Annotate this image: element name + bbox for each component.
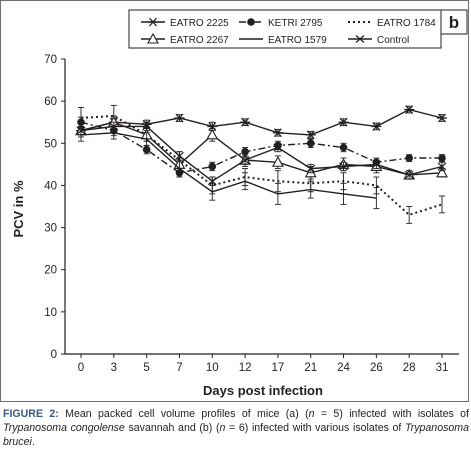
y-tick-label: 70: [44, 54, 57, 66]
x-axis-title: Days post infection: [203, 383, 323, 398]
y-tick-label: 30: [44, 223, 57, 235]
legend-item: KETRI 2795: [239, 18, 323, 29]
x-tick-label: 21: [304, 362, 317, 374]
data-point: [306, 139, 315, 148]
legend-item: Control: [348, 35, 409, 46]
caption-text: savannah and (b) (: [124, 422, 220, 435]
y-tick-label: 60: [44, 96, 57, 108]
legend-box: [128, 9, 442, 49]
data-point: [305, 130, 316, 140]
legend-label: EATRO 1579: [268, 35, 327, 46]
panel-label: b: [449, 13, 459, 32]
data-point: [175, 151, 184, 160]
x-tick-label: 28: [403, 362, 416, 374]
caption-label: FIGURE 2:: [3, 408, 59, 420]
data-point: [436, 166, 448, 178]
y-tick-label: 0: [51, 349, 57, 361]
series-line: [80, 132, 377, 199]
x-tick-label: 31: [436, 362, 449, 374]
y-tick-label: 40: [44, 180, 57, 192]
data-point: [76, 126, 86, 135]
legend-item: EATRO 1579: [239, 35, 327, 46]
series-line: [80, 121, 443, 176]
x-tick-label: 3: [111, 362, 117, 374]
caption-species: Trypanosoma brucei: [3, 422, 469, 449]
figure-caption: FIGURE 2: Mean packed cell volume profil…: [3, 407, 469, 450]
legend-item: EATRO 1784: [348, 18, 436, 29]
caption-var: n: [219, 422, 226, 435]
caption-text: = 6) infected with various isolates of: [225, 422, 406, 435]
data-point: [207, 122, 218, 131]
legend-label: EATRO 2225: [170, 18, 229, 29]
data-point: [240, 156, 250, 165]
series-line: [80, 108, 443, 136]
data-point: [371, 160, 381, 169]
y-tick-label: 20: [44, 265, 57, 277]
series-eatro-2225: [76, 105, 447, 140]
legend-item: EATRO 2267: [141, 32, 229, 46]
series-control: [76, 121, 447, 186]
data-point: [306, 164, 316, 173]
caption-species: Trypanosoma congolense: [3, 422, 125, 435]
data-point: [339, 143, 348, 152]
legend-marker: [247, 18, 255, 26]
data-point: [240, 117, 251, 127]
legend-label: EATRO 1784: [377, 18, 436, 29]
caption-text: Mean packed cell volume profiles of mice…: [58, 408, 309, 420]
y-tick-label: 50: [44, 138, 57, 150]
series-line: [80, 125, 443, 183]
pcv-line-chart: EATRO 2225 KETRI 2795 EATRO 1784 EATRO 2267…: [11, 9, 468, 398]
y-tick-label: 10: [44, 307, 57, 319]
x-tick-label: 5: [143, 362, 149, 374]
legend-item: EATRO 2225: [141, 17, 229, 29]
x-tick-label: 7: [176, 362, 182, 374]
data-point: [437, 113, 447, 123]
data-point: [142, 145, 151, 154]
panel-label-box: [440, 9, 468, 35]
legend-marker: [355, 35, 365, 43]
data-point: [109, 122, 119, 131]
x-tick-label: 24: [337, 362, 350, 374]
data-point: [405, 154, 413, 162]
data-point: [339, 162, 348, 171]
data-point: [142, 122, 152, 131]
data-point: [272, 128, 283, 138]
legend-marker: [148, 17, 158, 27]
data-point: [271, 156, 284, 167]
x-tick-label: 17: [272, 362, 285, 374]
x-tick-label: 12: [239, 362, 252, 374]
caption-var: n: [308, 408, 315, 420]
data-point: [371, 122, 382, 131]
legend-marker: [147, 32, 159, 44]
data-point: [404, 105, 415, 114]
data-point: [208, 162, 217, 171]
legend-label: KETRI 2795: [268, 18, 323, 29]
data-point: [404, 170, 414, 179]
data-point: [338, 117, 349, 127]
data-point: [207, 177, 217, 186]
y-axis-title: PCV in %: [11, 180, 26, 238]
figure-frame: EATRO 2225 KETRI 2795 EATRO 1784 EATRO 2267…: [0, 0, 469, 402]
caption-text: .: [31, 436, 35, 449]
series-line: [80, 114, 443, 217]
data-point: [437, 162, 447, 171]
data-point: [174, 113, 185, 123]
data-point: [273, 143, 283, 152]
x-tick-label: 10: [206, 362, 219, 374]
data-point: [206, 128, 219, 140]
caption-text: = 5) infected with isolates of: [314, 408, 469, 420]
x-tick-label: 26: [370, 362, 383, 374]
x-tick-label: 0: [78, 362, 84, 374]
data-point: [438, 154, 446, 162]
legend-label: Control: [377, 35, 409, 46]
series-line: [80, 121, 442, 174]
legend-label: EATRO 2267: [170, 35, 229, 46]
